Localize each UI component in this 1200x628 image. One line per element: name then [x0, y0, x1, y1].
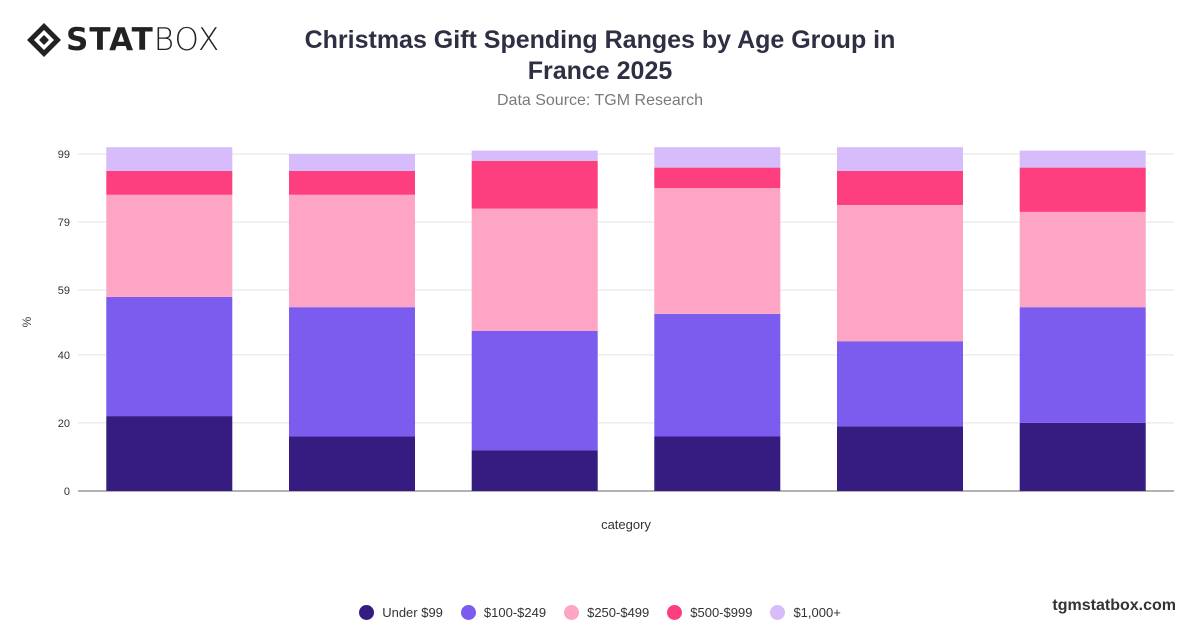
- legend-item[interactable]: $100-$249: [460, 604, 547, 620]
- legend-swatch-icon: [359, 604, 375, 620]
- legend-swatch-icon: [564, 604, 580, 620]
- legend-item[interactable]: $250-$499: [564, 604, 650, 620]
- bar-segment[interactable]: [289, 154, 415, 171]
- gridlines: [78, 153, 1174, 492]
- legend-label: Under $99: [382, 604, 443, 620]
- bars: [106, 147, 1146, 492]
- legend-label: $100-$249: [483, 604, 547, 620]
- legend-swatch-icon: [460, 604, 476, 620]
- bar-segment[interactable]: [1019, 150, 1146, 168]
- bar-segment[interactable]: [837, 147, 963, 171]
- bar-segment[interactable]: [1019, 211, 1146, 308]
- chart-subtitle: Data Source: TGM Research: [496, 92, 703, 109]
- bar-segment[interactable]: [289, 307, 415, 437]
- y-tick-label: 99: [58, 149, 70, 161]
- bar-segment[interactable]: [471, 160, 598, 209]
- statbox-logo: STATBOX: [26, 22, 220, 58]
- bar-segment[interactable]: [1019, 307, 1146, 423]
- bar-segment[interactable]: [106, 171, 233, 195]
- logo-wordmark: STATBOX: [66, 22, 220, 58]
- bar-segment[interactable]: [471, 450, 598, 491]
- bar-segment[interactable]: [289, 436, 415, 492]
- legend-label: $250-$499: [587, 604, 650, 620]
- bar-segment[interactable]: [837, 426, 963, 491]
- bar-segment[interactable]: [106, 194, 233, 297]
- y-tick-label: 20: [58, 418, 70, 430]
- legend-label: $1,000+: [793, 604, 841, 620]
- bar-segment[interactable]: [654, 147, 781, 168]
- bar-segment[interactable]: [106, 147, 233, 171]
- bar-segment[interactable]: [1019, 167, 1146, 212]
- legend-label: $500-$999: [690, 604, 753, 620]
- bar-segment[interactable]: [289, 171, 415, 195]
- diamond-logo-icon: [27, 23, 61, 57]
- logo-text-light: BOX: [153, 22, 221, 58]
- legend-item[interactable]: $500-$999: [667, 604, 753, 620]
- bar-segment[interactable]: [654, 314, 781, 437]
- chart-title: Christmas Gift Spending Ranges by Age Gr…: [304, 26, 896, 85]
- legend-item[interactable]: $1,000+: [770, 604, 841, 620]
- logo-text-bold: STAT: [66, 22, 154, 58]
- bar-segment[interactable]: [654, 188, 781, 314]
- y-axis-ticks: 0 20 40 59 79 99: [58, 149, 70, 498]
- legend-swatch-icon: [667, 604, 683, 620]
- y-tick-label: 0: [64, 486, 70, 498]
- bar-segment[interactable]: [654, 436, 781, 492]
- bar-segment[interactable]: [837, 171, 963, 205]
- y-tick-label: 40: [58, 350, 70, 362]
- y-tick-label: 59: [58, 285, 70, 297]
- bar-segment[interactable]: [471, 208, 598, 332]
- chart-legend: Under $99 $100-$249 $250-$499 $500-$999 $1,0…: [0, 602, 1200, 622]
- bar-segment[interactable]: [837, 205, 963, 342]
- bar-segment[interactable]: [837, 341, 963, 427]
- legend-item[interactable]: Under $99: [359, 604, 443, 620]
- bar-segment[interactable]: [1019, 422, 1146, 491]
- legend-swatch-icon: [770, 604, 786, 620]
- y-tick-label: 79: [58, 217, 70, 229]
- x-axis-label: category: [601, 517, 651, 532]
- bar-segment[interactable]: [106, 297, 233, 417]
- bar-segment[interactable]: [471, 331, 598, 451]
- bar-segment[interactable]: [106, 416, 233, 491]
- y-axis-label: %: [20, 316, 34, 327]
- bar-segment[interactable]: [471, 150, 598, 161]
- site-watermark: tgmstatbox.com: [1052, 597, 1176, 614]
- bar-segment[interactable]: [654, 167, 781, 188]
- bar-segment[interactable]: [289, 194, 415, 308]
